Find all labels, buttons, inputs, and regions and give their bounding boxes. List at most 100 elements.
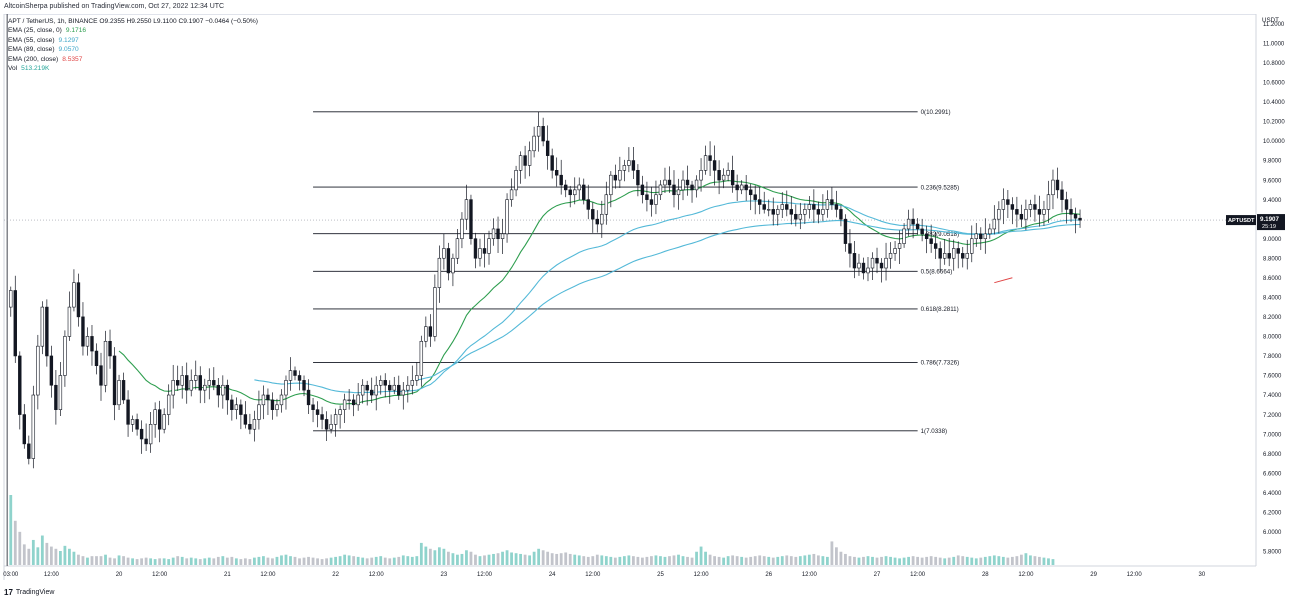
candle-body [780, 204, 784, 210]
candle-body [1078, 217, 1082, 221]
volume-bar [974, 558, 978, 565]
candle-body [582, 184, 586, 200]
candle-body [112, 355, 117, 406]
candle-body [866, 267, 870, 274]
candle-body [9, 290, 13, 308]
volume-bar [307, 556, 310, 565]
volume-bar [650, 556, 653, 565]
candle-body [351, 399, 356, 406]
candle-body [979, 233, 983, 240]
candle-body [356, 394, 360, 406]
candle-body [90, 336, 94, 352]
volume-bar [880, 556, 883, 565]
volume-bar [889, 556, 892, 565]
candle-body [970, 238, 974, 254]
bar-countdown: 25:19 [1262, 224, 1276, 230]
volume-bar [929, 556, 933, 565]
candle-body [509, 189, 514, 200]
candle-body [1073, 213, 1078, 219]
volume-bar [31, 539, 35, 565]
volume-bar [415, 556, 419, 565]
volume-bar [49, 546, 53, 565]
candle-body [1015, 209, 1019, 215]
candle-body [748, 189, 753, 196]
candle-body [906, 218, 911, 230]
volume-bar [36, 547, 40, 565]
volume-bar [77, 554, 80, 565]
candle-body [478, 248, 482, 259]
volume-bar [1015, 556, 1019, 565]
volume-value: 513.219K [21, 65, 50, 73]
candle-body [785, 204, 789, 210]
volume-bar [636, 556, 640, 565]
candle-body [428, 326, 433, 337]
volume-bar [1006, 557, 1010, 565]
candle-body [451, 257, 455, 274]
ema-200-row: EMA (200, close) 8.5357 [8, 55, 258, 64]
candle-body [288, 370, 293, 381]
candle-body [437, 257, 442, 288]
candle-body [622, 165, 627, 171]
candle-body [108, 340, 112, 357]
candle-body [920, 228, 924, 235]
volume-bar [595, 554, 599, 565]
volume-row: Vol 513.219K [8, 64, 258, 73]
volume-bar [424, 546, 428, 565]
volume-bar [460, 553, 464, 565]
volume-bar [289, 556, 292, 565]
candle-body [496, 228, 500, 240]
volume-bar [248, 559, 252, 565]
volume-bar [1024, 553, 1028, 565]
volume-bar [807, 554, 811, 565]
volume-bar [167, 559, 171, 565]
price-tick-label: 10.0000 [1263, 139, 1285, 145]
price-tick-label: 9.6000 [1263, 178, 1282, 184]
candle-body [573, 189, 577, 196]
candle-body [257, 404, 261, 420]
ema-55-row: EMA (55, close) 9.1297 [8, 36, 258, 45]
volume-bar [740, 556, 744, 565]
volume-bar [234, 558, 238, 565]
volume-bar [122, 556, 125, 565]
volume-bar [149, 558, 153, 565]
ema-200-value: 8.5357 [62, 55, 83, 63]
volume-bar [677, 554, 680, 565]
candle-body [406, 384, 410, 391]
volume-bar [943, 558, 947, 565]
volume-bar [582, 556, 586, 565]
candle-body [924, 233, 929, 240]
candle-body [85, 336, 90, 347]
candle-body [311, 404, 315, 410]
price-tick-label: 8.6000 [1263, 276, 1282, 282]
volume-bar [397, 556, 401, 565]
candle-body [708, 155, 712, 161]
time-tick-label: 12:00 [477, 572, 493, 578]
candle-body [952, 248, 956, 259]
candle-body [586, 199, 590, 210]
candle-body [261, 394, 266, 406]
candle-body [36, 345, 40, 396]
candle-body [703, 155, 708, 171]
candle-body [938, 248, 942, 259]
time-tick-label: 29 [1090, 572, 1097, 578]
price-tick-label: 8.4000 [1263, 296, 1282, 302]
volume-bar [1029, 555, 1032, 565]
volume-bar [370, 557, 374, 565]
volume-bar [668, 556, 671, 565]
candle-body [117, 380, 121, 406]
volume-label: Vol [8, 65, 18, 73]
publisher-header: AltcoinSherpa published on TradingView.c… [4, 3, 225, 10]
candle-body [239, 404, 243, 415]
candle-body [672, 184, 676, 196]
candle-body [1055, 179, 1060, 191]
volume-bar [99, 556, 103, 565]
candle-body [139, 428, 144, 440]
volume-bar [853, 556, 856, 565]
volume-bar [722, 557, 726, 565]
candle-body [99, 365, 103, 386]
volume-bar [622, 556, 626, 565]
volume-bar [203, 558, 207, 565]
volume-bar [550, 553, 554, 565]
candle-body [424, 326, 428, 342]
